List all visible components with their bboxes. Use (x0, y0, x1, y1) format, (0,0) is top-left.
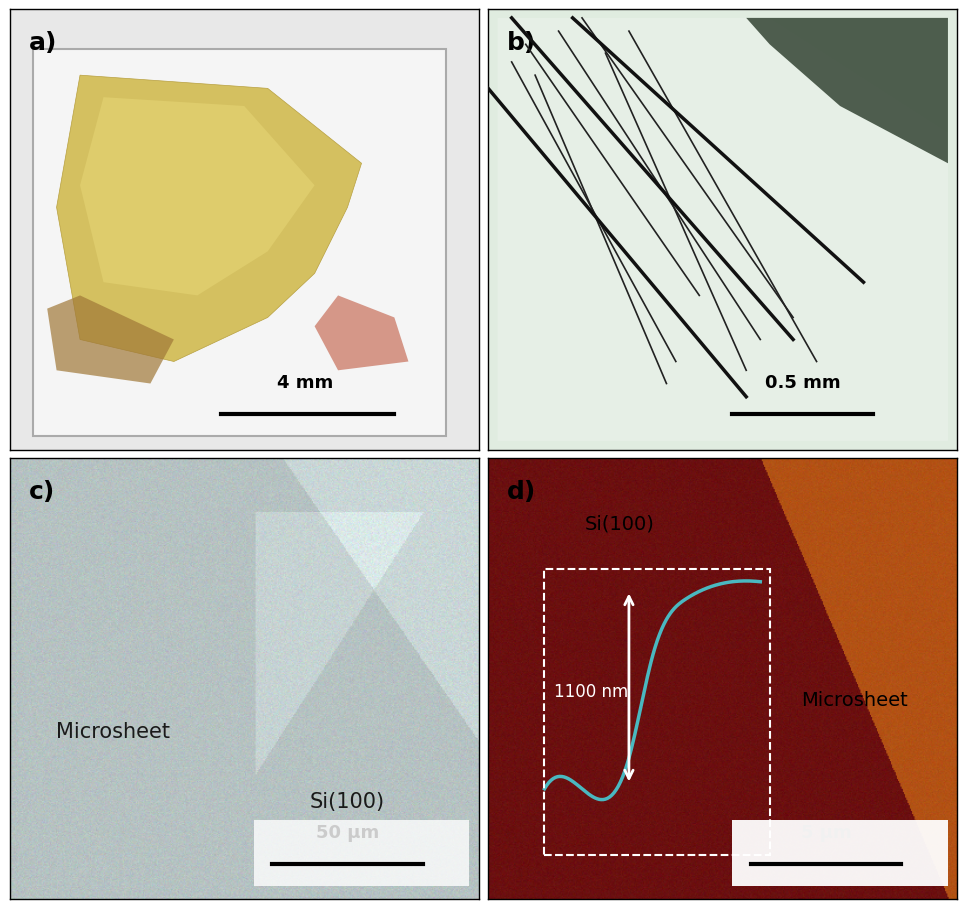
Polygon shape (47, 295, 174, 383)
Text: 4 mm: 4 mm (278, 374, 334, 392)
Text: Microsheet: Microsheet (801, 691, 907, 710)
Text: Microsheet: Microsheet (56, 722, 170, 742)
Polygon shape (498, 18, 948, 440)
FancyBboxPatch shape (488, 9, 957, 449)
Text: Si(100): Si(100) (309, 792, 385, 812)
Text: b): b) (507, 31, 537, 55)
Text: Si(100): Si(100) (585, 515, 655, 534)
FancyBboxPatch shape (253, 820, 469, 885)
Text: c): c) (28, 480, 55, 505)
Polygon shape (314, 295, 408, 370)
Text: 5 μm: 5 μm (801, 824, 851, 842)
Text: 1100 nm: 1100 nm (554, 683, 629, 701)
Text: a): a) (28, 31, 57, 55)
Text: 50 μm: 50 μm (316, 824, 379, 842)
Text: 0.5 mm: 0.5 mm (765, 374, 840, 392)
FancyBboxPatch shape (33, 49, 446, 437)
FancyBboxPatch shape (732, 820, 948, 885)
Polygon shape (747, 18, 948, 163)
Polygon shape (57, 75, 362, 361)
Text: d): d) (507, 480, 537, 505)
Polygon shape (80, 97, 314, 295)
Bar (544, 568, 770, 854)
